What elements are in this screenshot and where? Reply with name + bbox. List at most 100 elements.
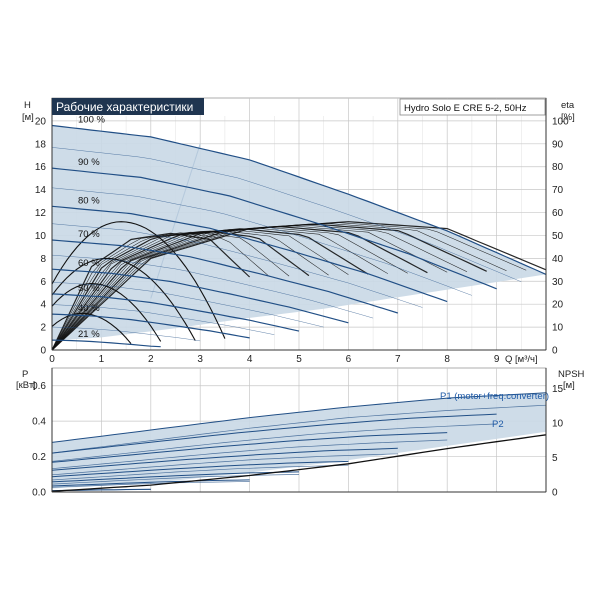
speed-label: 40 % bbox=[78, 303, 100, 314]
power-curves bbox=[51, 392, 547, 492]
speed-label: 90 % bbox=[78, 157, 100, 168]
y2-tick-label: 80 bbox=[552, 162, 564, 173]
efficiency-hump-curve bbox=[51, 283, 162, 342]
y-tick-label: 10 bbox=[35, 231, 47, 242]
y-tick-label: 12 bbox=[35, 208, 47, 219]
speed-label: 21 % bbox=[78, 329, 100, 340]
npsh-axis-label: NPSH bbox=[558, 369, 585, 380]
y2-tick-label: 0 bbox=[552, 346, 558, 357]
model-label: Hydro Solo E CRE 5-2, 50Hz bbox=[404, 103, 527, 114]
x-tick-label: 1 bbox=[99, 354, 105, 365]
head-curve bbox=[51, 339, 161, 348]
power-axis-label: P bbox=[22, 369, 28, 380]
y-tick-label: 20 bbox=[35, 116, 47, 127]
x-tick-label: 0 bbox=[49, 354, 55, 365]
head-curve-thin bbox=[51, 187, 472, 296]
y-tick-label: 2 bbox=[40, 323, 46, 334]
chart-title: Рабочие характеристики bbox=[56, 100, 193, 114]
x-axis-label: Q [м³/ч] bbox=[505, 354, 538, 365]
x-tick-label: 8 bbox=[444, 354, 450, 365]
y2-axis-unit: [%] bbox=[561, 112, 575, 123]
region-edge bbox=[150, 143, 201, 299]
y2-tick-label: 20 bbox=[552, 300, 564, 311]
speed-label: 80 % bbox=[78, 195, 100, 206]
y-tick-label: 18 bbox=[35, 139, 47, 150]
head-curve-thin bbox=[51, 254, 374, 319]
y-axis-label: H bbox=[24, 100, 31, 111]
y2-axis-label: eta bbox=[561, 100, 575, 111]
power-axis-unit: [кВт] bbox=[16, 380, 36, 391]
head-chart-axes: 0246810121416182001020304050607080901000… bbox=[35, 98, 569, 365]
speed-label: 70 % bbox=[78, 229, 100, 240]
p1-curve bbox=[51, 413, 497, 454]
power-tick-label: 0.0 bbox=[32, 488, 46, 499]
x-tick-label: 9 bbox=[494, 354, 500, 365]
y-tick-label: 8 bbox=[40, 254, 46, 265]
p1-curve bbox=[51, 432, 448, 463]
power-tick-label: 0.4 bbox=[32, 417, 46, 428]
head-curves: 100 % 90 % 80 % 70 % 60 % 50 % 40 % 21 % bbox=[51, 114, 547, 348]
y2-tick-label: 100 bbox=[552, 116, 569, 127]
efficiency-curve bbox=[51, 231, 290, 351]
p2-curve bbox=[51, 423, 497, 462]
efficiency-hump-curve bbox=[51, 257, 196, 341]
npsh-axis-unit: [м] bbox=[563, 380, 575, 391]
npsh-tick-label: 0 bbox=[552, 488, 558, 499]
head-curve bbox=[51, 313, 250, 339]
y-tick-label: 6 bbox=[40, 277, 46, 288]
head-curve-thin bbox=[51, 223, 423, 308]
power-tick-label: 0.2 bbox=[32, 452, 46, 463]
efficiency-curve bbox=[51, 232, 270, 351]
y-tick-label: 4 bbox=[40, 300, 46, 311]
p1-curve bbox=[51, 392, 547, 443]
p1-curve bbox=[51, 471, 300, 483]
x-tick-label: 3 bbox=[197, 354, 203, 365]
head-curve bbox=[51, 167, 497, 290]
head-curve bbox=[51, 239, 398, 314]
y2-tick-label: 10 bbox=[552, 323, 564, 334]
p1-curve bbox=[51, 447, 398, 471]
y-tick-label: 0 bbox=[40, 346, 46, 357]
head-curve-thin bbox=[51, 281, 324, 328]
head-curve bbox=[51, 205, 448, 303]
p1-curve bbox=[51, 479, 250, 487]
head-curve bbox=[51, 124, 547, 275]
x-tick-label: 7 bbox=[395, 354, 401, 365]
npsh-tick-label: 10 bbox=[552, 419, 564, 430]
y2-tick-label: 30 bbox=[552, 277, 564, 288]
x-tick-label: 2 bbox=[148, 354, 154, 365]
npsh-tick-label: 5 bbox=[552, 453, 558, 464]
y-tick-label: 14 bbox=[35, 185, 47, 196]
title-box bbox=[52, 98, 204, 115]
head-curve-thin bbox=[51, 147, 522, 283]
head-curve-thin bbox=[51, 326, 201, 342]
p2-curve bbox=[51, 464, 349, 481]
x-tick-label: 5 bbox=[296, 354, 302, 365]
model-box bbox=[399, 98, 546, 116]
p2-curve bbox=[51, 481, 250, 488]
p2-curve bbox=[51, 439, 448, 470]
power-tick-label: 0.6 bbox=[32, 381, 46, 392]
p2-curve bbox=[51, 404, 547, 454]
p2-label: P2 bbox=[492, 419, 504, 430]
y-tick-label: 16 bbox=[35, 162, 47, 173]
speed-label: 60 % bbox=[78, 258, 100, 269]
npsh-tick-label: 15 bbox=[552, 384, 564, 395]
speed-label: 50 % bbox=[78, 283, 100, 294]
head-curve bbox=[51, 268, 349, 324]
efficiency-hump-curve bbox=[51, 221, 226, 339]
npsh-curve bbox=[51, 434, 547, 492]
y-axis-unit: [м] bbox=[22, 112, 34, 123]
head-curve bbox=[51, 293, 300, 332]
y2-tick-label: 90 bbox=[552, 139, 564, 150]
head-curve-thin bbox=[51, 304, 275, 335]
y2-tick-label: 50 bbox=[552, 231, 564, 242]
p1-curve bbox=[51, 460, 349, 478]
y2-tick-label: 60 bbox=[552, 208, 564, 219]
efficiency-hump-curve bbox=[51, 312, 132, 344]
y2-tick-label: 40 bbox=[552, 254, 564, 265]
operating-region bbox=[52, 125, 546, 341]
x-tick-label: 4 bbox=[247, 354, 253, 365]
p2-curve bbox=[51, 453, 398, 476]
